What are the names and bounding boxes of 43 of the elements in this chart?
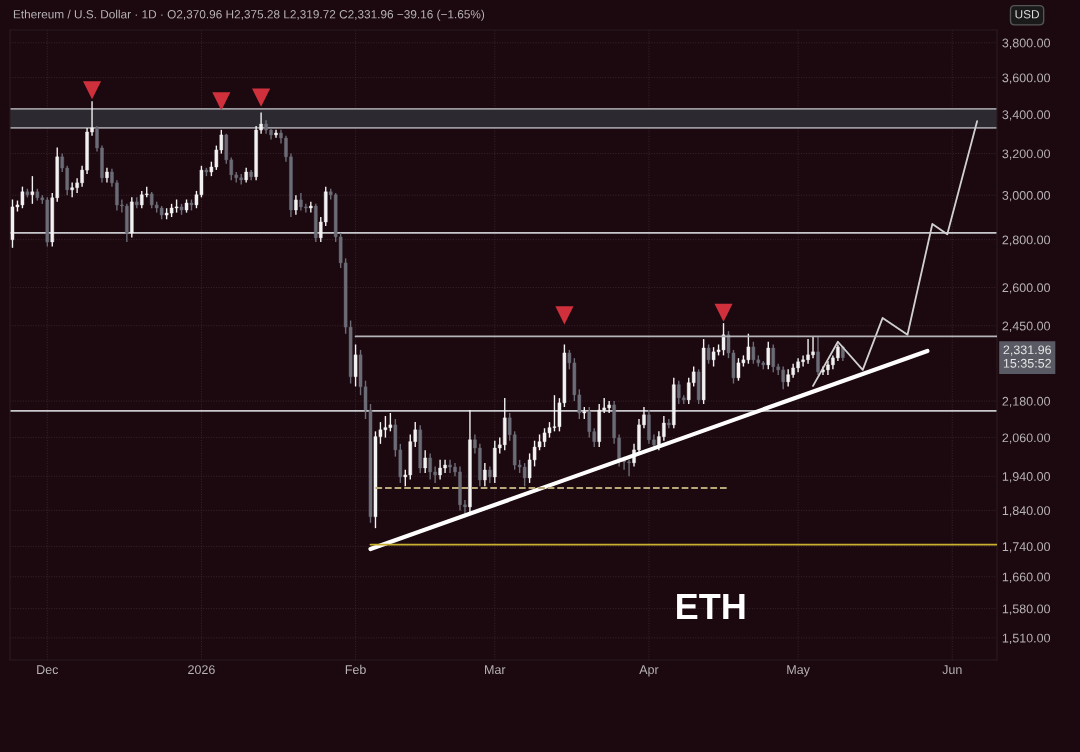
y-tick-label: 1,740.00 [1002,542,1051,553]
candlestick [309,200,313,214]
y-tick-label: 3,600.00 [1002,73,1051,84]
point [555,306,574,325]
text: 2,331.96 15:35:52 [1003,345,1052,368]
x-tick-label: Mar [485,665,506,675]
candlestick [627,459,631,477]
candlestick [483,462,487,488]
y-tick-label: 2,800.00 [1002,235,1051,246]
annotation: ETH [677,594,745,619]
chart-title: Ethereum / U.S. Dollar · 1D · O2,370.96 H2,375.28 L2,319.72 C2,331.96 −39.16 (−1.65%) [13,9,485,21]
candlestick [353,343,358,388]
x-tick-label: Dec [37,665,59,675]
point [82,81,102,100]
y-tick-label: 1,940.00 [1002,472,1051,483]
point [714,303,733,322]
y-tick-label: 2,450.00 [1002,321,1051,332]
x-tick-label: 2026 [188,665,215,675]
y-tick-label: 1,660.00 [1002,572,1051,583]
y-axis-title: USD [1015,10,1039,19]
candlestick [706,343,711,365]
x-tick-label: May [787,665,810,677]
x-tick-label: Apr [639,665,659,677]
y-tick-label: 3,200.00 [1002,149,1051,160]
y-tick-label: 2,600.00 [1002,283,1051,294]
candlestick [294,194,298,216]
y-tick-label: 3,400.00 [1002,110,1051,121]
candlestick [587,406,592,439]
x-tick-label: Feb [345,664,366,675]
point [252,88,271,107]
y-tick-label: 3,000.00 [1002,190,1051,202]
y-tick-label: 1,840.00 [1002,506,1051,517]
y-tick-label: 2,060.00 [1002,433,1051,444]
x-tick-label: Jun [942,665,962,675]
candlestick [816,335,820,376]
candlestick [766,341,771,371]
y-tick-label: 1,510.00 [1002,633,1051,644]
point [212,92,231,111]
y-tick-label: 2,180.00 [1002,396,1051,408]
y-tick-label: 3,800.00 [1002,38,1051,49]
candlestick [423,449,427,474]
candlestick [30,175,35,205]
y-tick-label: 1,580.00 [1002,604,1051,615]
